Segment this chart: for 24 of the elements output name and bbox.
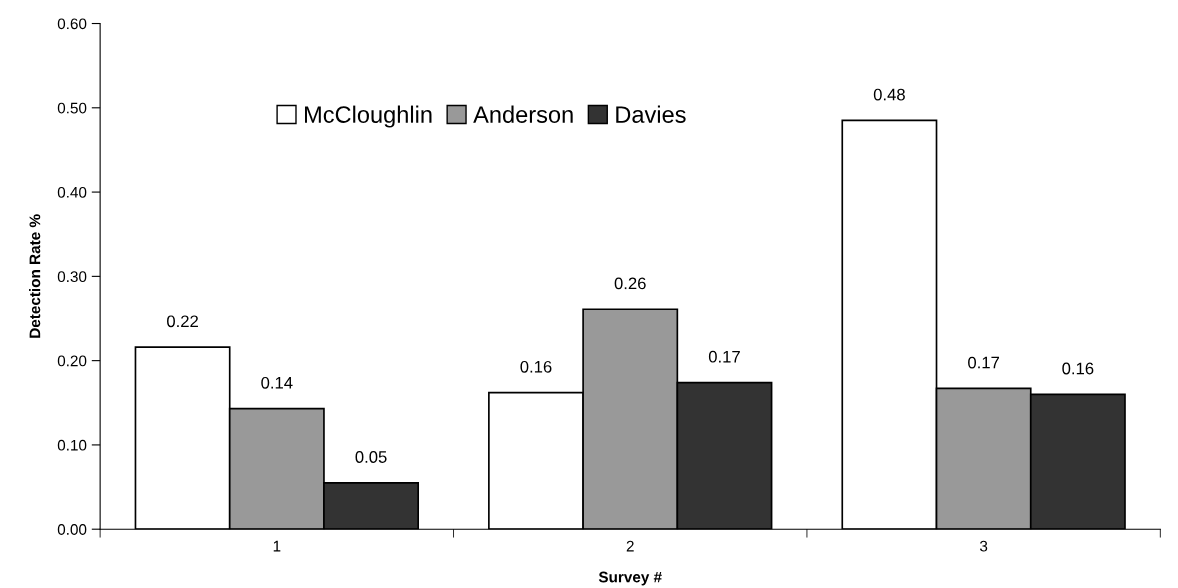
y-tick-label: 0.00 [57,524,87,535]
data-label: 0.05 [355,451,387,463]
data-label: 0.26 [614,277,646,290]
y-tick-label: 0.30 [57,271,87,283]
data-label: 0.48 [873,88,905,101]
y-tick-label: 0.40 [57,186,87,198]
legend-label: Anderson [473,105,573,123]
data-label: 0.17 [968,356,1000,369]
legend-label: Davies [616,105,686,123]
y-tick-label: 0.10 [57,439,87,451]
data-label: 0.22 [167,315,198,328]
data-label: 0.16 [1062,362,1094,375]
y-axis-title: Detection Rate % [29,214,41,338]
x-tick-label: 1 [273,540,281,552]
data-label: 0.16 [520,360,552,373]
data-label: 0.14 [261,376,293,389]
y-tick-label: 0.50 [57,102,87,114]
x-axis-title: Survey # [598,571,662,586]
y-tick-label: 0.20 [57,355,87,367]
x-tick-label: 3 [979,540,988,552]
data-label: 0.17 [708,350,740,363]
y-tick-label: 0.60 [57,18,87,30]
legend-label: McCloughlin [305,105,432,128]
x-tick-label: 2 [626,540,634,552]
